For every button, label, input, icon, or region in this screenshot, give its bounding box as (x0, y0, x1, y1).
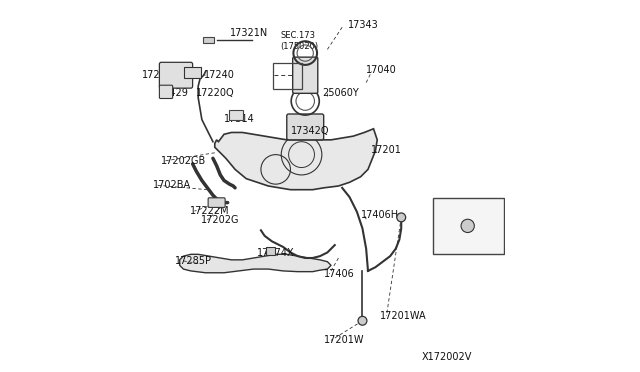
FancyBboxPatch shape (204, 37, 214, 44)
Polygon shape (180, 254, 331, 273)
Text: 1702BA: 1702BA (153, 180, 191, 190)
FancyBboxPatch shape (159, 85, 173, 99)
Text: 17406H: 17406H (360, 210, 399, 220)
Text: 17202G: 17202G (201, 215, 239, 225)
Circle shape (397, 213, 406, 222)
Text: 17314: 17314 (224, 114, 255, 124)
FancyBboxPatch shape (229, 110, 243, 120)
FancyBboxPatch shape (159, 62, 193, 88)
FancyBboxPatch shape (208, 198, 225, 208)
Text: 17222M: 17222M (190, 206, 230, 216)
Text: 17201: 17201 (371, 145, 402, 155)
FancyBboxPatch shape (266, 247, 275, 255)
Text: 17201C: 17201C (439, 226, 477, 236)
Text: 17321N: 17321N (230, 28, 268, 38)
Text: 17251: 17251 (142, 70, 173, 80)
Text: 17202GB: 17202GB (161, 156, 205, 166)
Text: 17406: 17406 (324, 269, 355, 279)
Text: 17201W: 17201W (324, 335, 364, 345)
FancyBboxPatch shape (287, 114, 324, 140)
Text: 17040: 17040 (366, 65, 397, 75)
Text: 17220Q: 17220Q (196, 88, 235, 98)
Polygon shape (215, 129, 377, 190)
Text: 17240: 17240 (204, 70, 235, 80)
FancyBboxPatch shape (292, 57, 318, 93)
Text: 17285P: 17285P (175, 256, 212, 266)
Text: 17429: 17429 (158, 88, 189, 98)
Text: 17343: 17343 (348, 20, 378, 31)
Text: 25060Y: 25060Y (322, 88, 358, 98)
Text: 17342Q: 17342Q (291, 126, 330, 137)
Circle shape (461, 219, 474, 232)
Text: X172002V: X172002V (422, 352, 472, 362)
FancyBboxPatch shape (433, 198, 504, 254)
Text: 17201WA: 17201WA (380, 311, 426, 321)
FancyBboxPatch shape (184, 67, 201, 78)
Text: 17574X: 17574X (257, 248, 295, 258)
Text: SEC.173
(175020): SEC.173 (175020) (280, 31, 319, 51)
Circle shape (358, 316, 367, 325)
